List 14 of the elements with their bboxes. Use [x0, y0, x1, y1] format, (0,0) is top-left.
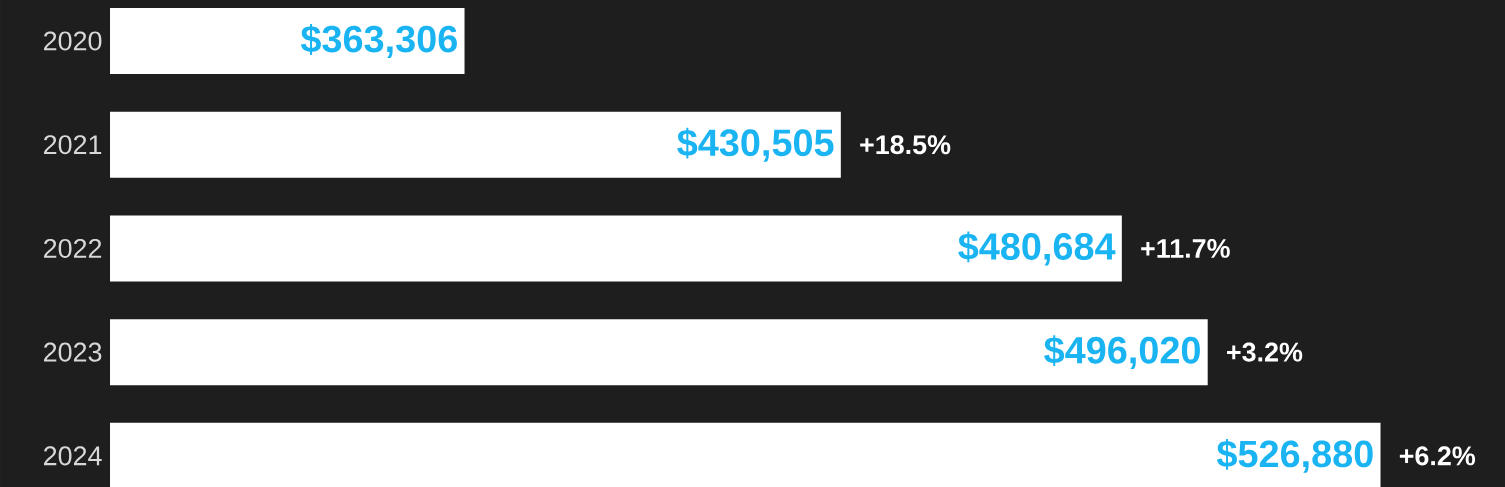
annotation: +18.5%: [860, 135, 951, 155]
data-label: $363,306: [300, 23, 457, 58]
y-tick-label: 2023: [44, 342, 102, 362]
y-tick-label: 2024: [44, 446, 102, 466]
annotation: +11.7%: [1141, 238, 1230, 258]
annotation: +6.2%: [1399, 446, 1476, 466]
y-tick-label: 2022: [44, 238, 102, 258]
data-label: $526,880: [1216, 438, 1373, 473]
data-label: $496,020: [1044, 335, 1200, 370]
y-tick-label: 2020: [44, 31, 102, 51]
annotation: +3.2%: [1227, 342, 1303, 362]
y-tick-label: 2021: [44, 135, 102, 155]
data-label: $430,505: [677, 127, 834, 162]
data-label: $480,684: [958, 231, 1116, 266]
